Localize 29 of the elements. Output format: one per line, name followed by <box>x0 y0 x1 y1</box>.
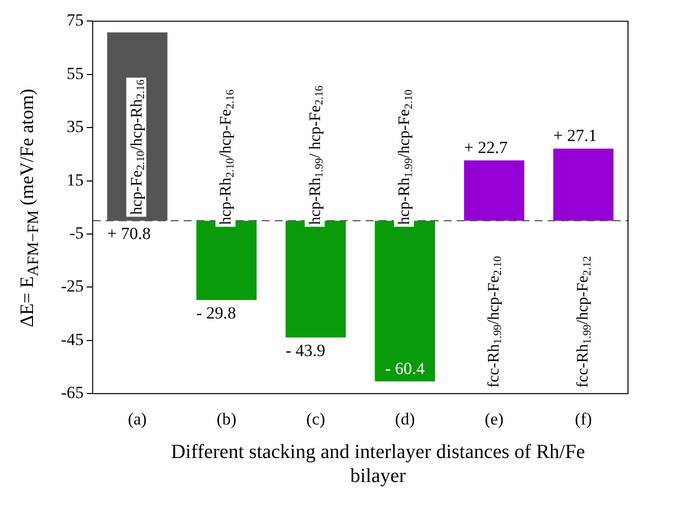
data-label: - 60.4 <box>385 358 426 378</box>
x-tick-label: (f) <box>574 409 592 428</box>
x-axis-title: Different stacking and interlayer distances of Rh/Fe bilayer <box>170 440 586 488</box>
x-tick-label: (d) <box>395 409 415 428</box>
x-tick-label: (b) <box>216 409 236 428</box>
annotation: hcp-Fe2.10/hcp-Rh2.16 <box>128 79 148 215</box>
data-label: + 27.1 <box>553 126 597 146</box>
annotation: hcp-Rh1.99/ hcp-Fe2.16 <box>306 85 326 225</box>
annotation: hcp-Rh2.10/hcp-Fe2.16 <box>218 89 236 225</box>
y-tick-label: 55 <box>66 64 84 83</box>
annotation: fcc-Rh1.99/hcp-Fe2.12 <box>574 256 594 388</box>
y-tick-label: 15 <box>66 170 84 190</box>
annotation: hcp-Rh1.99/hcp-Fe2.10 <box>396 89 415 225</box>
y-tick-label: -5 <box>69 223 84 242</box>
data-label: - 43.9 <box>286 340 326 360</box>
data-label: + 22.7 <box>464 138 508 157</box>
x-tick-label: (a) <box>128 409 147 428</box>
bar <box>464 160 524 221</box>
y-tick-label: -65 <box>60 383 84 402</box>
bar <box>553 148 614 221</box>
x-tick-label: (e) <box>484 409 504 428</box>
x-tick-label: (c) <box>306 409 326 428</box>
data-label: - 29.8 <box>196 303 236 322</box>
y-tick-label: 35 <box>66 117 84 136</box>
y-tick-label: -25 <box>60 276 84 296</box>
y-tick-label: -45 <box>60 330 84 349</box>
annotation: fcc-Rh1.99/hcp-Fe2.10 <box>485 256 504 388</box>
y-tick-label: 75 <box>66 10 84 30</box>
data-label: + 70.8 <box>107 224 151 244</box>
